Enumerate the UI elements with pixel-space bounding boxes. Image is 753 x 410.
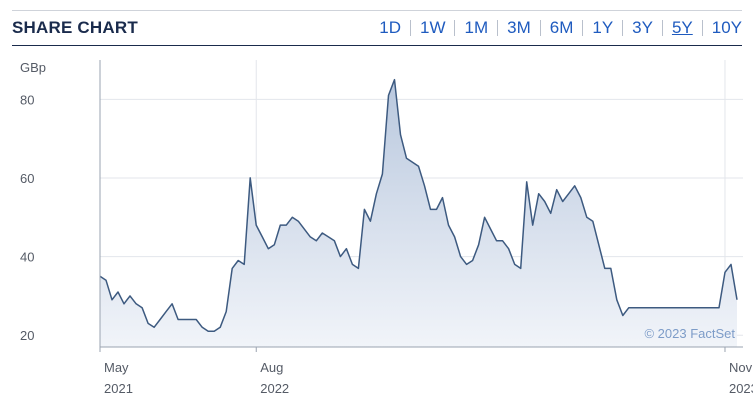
y-axis-ticks: 20 40 60 80 [20,92,34,343]
chart-title: SHARE CHART [12,18,138,37]
price-area-fill [100,79,737,347]
x-axis-ticks: May 2021 Aug 2022 Nov 2023 [99,347,753,396]
x-tick-year: 2023 [729,381,753,396]
range-1y[interactable]: 1Y [582,19,622,36]
y-tick-label: 40 [20,250,34,265]
x-tick-month: Aug [260,360,283,375]
range-3m[interactable]: 3M [497,19,540,36]
range-5y[interactable]: 5Y [661,19,702,36]
x-tick-year: 2021 [104,381,133,396]
range-3y[interactable]: 3Y [622,19,662,36]
y-tick-label: 60 [20,171,34,186]
chart-header: SHARE CHART 1D 1W 1M 3M 6M 1Y 3Y 5Y 10Y [12,10,742,46]
range-10y[interactable]: 10Y [701,19,742,36]
factset-credit: © 2023 FactSet [644,326,735,341]
x-tick-month: Nov [729,360,753,375]
range-1m[interactable]: 1M [454,19,497,36]
range-1w[interactable]: 1W [409,19,455,36]
range-selector: 1D 1W 1M 3M 6M 1Y 3Y 5Y 10Y [370,18,742,37]
y-tick-label: 20 [20,328,34,343]
y-tick-label: 80 [20,92,34,107]
x-tick-month: May [104,360,129,375]
price-line [99,78,738,333]
x-tick-year: 2022 [260,381,289,396]
range-1d[interactable]: 1D [379,18,401,37]
y-axis-unit-label: GBp [20,60,46,75]
range-6m[interactable]: 6M [539,19,583,36]
